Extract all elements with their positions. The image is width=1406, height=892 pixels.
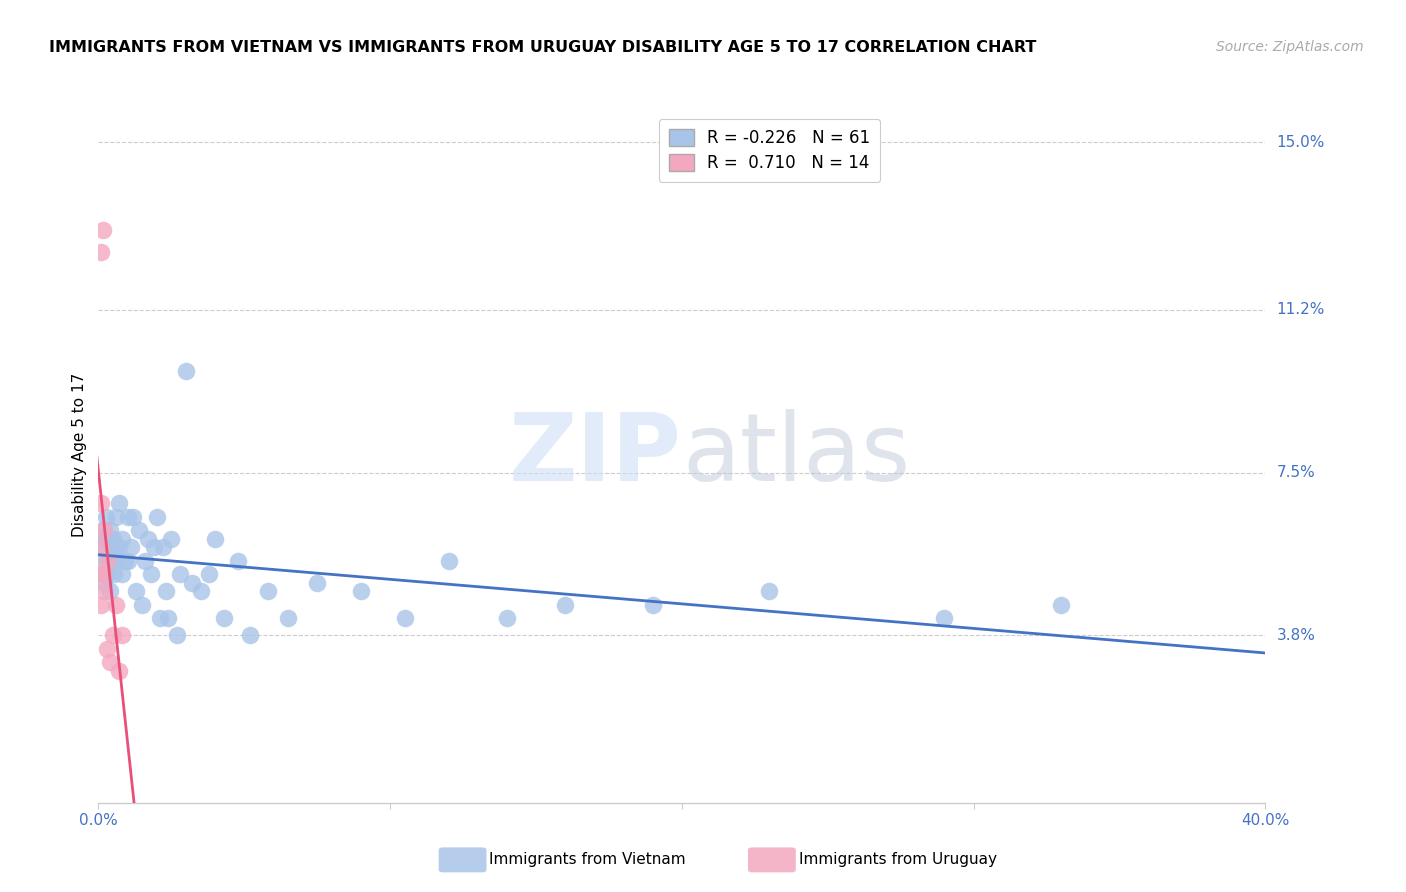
Point [104, 598, 127, 612]
Point [93, 541, 115, 555]
Point [97, 553, 120, 567]
Point [180, 575, 202, 590]
Point [111, 628, 134, 642]
Point [96, 641, 118, 656]
Point [157, 611, 180, 625]
Point [111, 532, 134, 546]
Point [160, 532, 183, 546]
Point [104, 541, 127, 555]
Point [96, 532, 118, 546]
Point [128, 523, 150, 537]
Point [90, 532, 112, 546]
Point [125, 584, 148, 599]
Point [641, 598, 664, 612]
Text: Source: ZipAtlas.com: Source: ZipAtlas.com [1216, 40, 1364, 54]
Point [90, 553, 112, 567]
Point [146, 509, 169, 524]
Point [93, 575, 115, 590]
Point [90, 598, 112, 612]
Point [496, 611, 519, 625]
Point [350, 584, 373, 599]
Point [139, 566, 162, 581]
Point [142, 541, 165, 555]
Point [111, 566, 134, 581]
Point [108, 541, 131, 555]
Point [101, 553, 124, 567]
Point [307, 575, 329, 590]
Point [554, 598, 576, 612]
Point [91, 566, 114, 581]
Point [149, 611, 172, 625]
Point [96, 553, 118, 567]
Point [108, 664, 131, 678]
Point [90, 541, 112, 555]
Point [90, 496, 112, 510]
Point [437, 553, 460, 567]
Point [212, 611, 235, 625]
Point [108, 496, 131, 510]
Text: 3.8%: 3.8% [1277, 628, 1316, 643]
Point [101, 532, 124, 546]
Point [114, 553, 136, 567]
Point [166, 628, 188, 642]
Point [89, 566, 111, 581]
Point [394, 611, 416, 625]
Point [122, 509, 145, 524]
Point [98, 523, 121, 537]
Point [90, 245, 112, 260]
Point [256, 584, 278, 599]
Text: Immigrants from Uruguay: Immigrants from Uruguay [799, 853, 997, 867]
Point [277, 611, 299, 625]
Point [169, 566, 191, 581]
Point [101, 628, 124, 642]
Point [98, 584, 121, 599]
Point [104, 509, 127, 524]
Point [103, 566, 125, 581]
Text: 7.5%: 7.5% [1277, 465, 1315, 480]
Point [204, 532, 226, 546]
Point [100, 545, 122, 559]
Text: atlas: atlas [682, 409, 910, 501]
Point [117, 509, 139, 524]
Point [94, 509, 117, 524]
Point [758, 584, 780, 599]
Point [934, 611, 956, 625]
Point [91, 523, 114, 537]
Point [98, 655, 121, 669]
Point [239, 628, 262, 642]
Point [155, 584, 177, 599]
Point [190, 584, 212, 599]
Text: IMMIGRANTS FROM VIETNAM VS IMMIGRANTS FROM URUGUAY DISABILITY AGE 5 TO 17 CORREL: IMMIGRANTS FROM VIETNAM VS IMMIGRANTS FR… [49, 40, 1036, 55]
Point [152, 541, 174, 555]
Point [131, 598, 153, 612]
Text: 11.2%: 11.2% [1277, 302, 1324, 317]
Point [93, 523, 115, 537]
Point [120, 541, 142, 555]
Text: Immigrants from Vietnam: Immigrants from Vietnam [489, 853, 686, 867]
Point [1050, 598, 1073, 612]
Point [198, 566, 221, 581]
Point [136, 532, 159, 546]
Point [117, 553, 139, 567]
Text: 15.0%: 15.0% [1277, 135, 1324, 150]
Point [228, 553, 250, 567]
Point [134, 553, 156, 567]
Point [96, 566, 118, 581]
Text: ZIP: ZIP [509, 409, 682, 501]
Y-axis label: Disability Age 5 to 17: Disability Age 5 to 17 [72, 373, 87, 537]
Legend: R = -0.226   N = 61, R =  0.710   N = 14: R = -0.226 N = 61, R = 0.710 N = 14 [658, 119, 880, 182]
Point [91, 223, 114, 237]
Point [93, 584, 115, 599]
Point [174, 364, 197, 378]
